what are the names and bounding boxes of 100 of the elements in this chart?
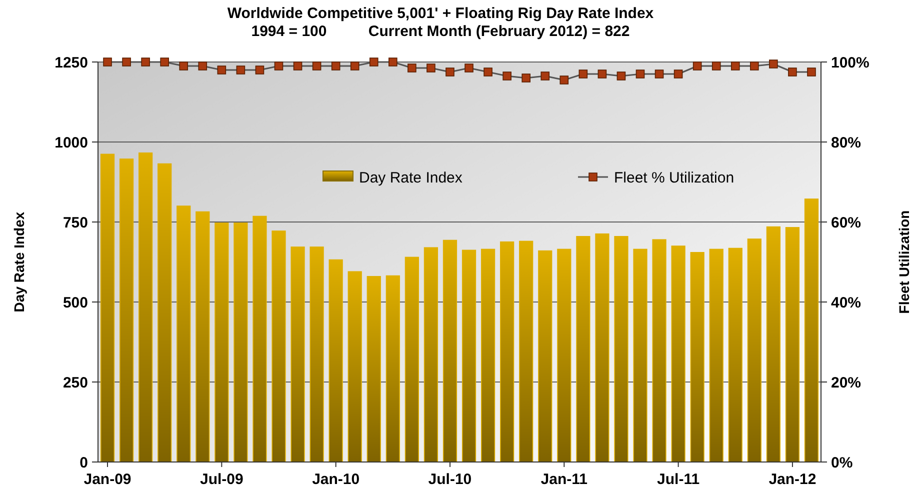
bar — [766, 226, 780, 462]
y2-tick-label: 40% — [831, 294, 862, 312]
point — [331, 62, 340, 70]
point — [388, 58, 398, 66]
point — [712, 62, 721, 70]
point — [426, 64, 436, 72]
point — [236, 66, 246, 74]
bar — [690, 252, 704, 462]
x-tick-label: Jan-09 — [84, 471, 132, 488]
y-tick-label: 500 — [62, 294, 88, 312]
point — [502, 72, 512, 80]
bar — [196, 211, 210, 462]
bar — [424, 247, 438, 462]
y2-tick-label: 20% — [831, 374, 862, 392]
point — [578, 70, 588, 78]
bar — [747, 238, 762, 462]
bar — [785, 227, 800, 462]
point — [217, 66, 226, 74]
bar — [576, 236, 590, 462]
bar — [290, 246, 305, 462]
bar — [328, 259, 343, 462]
point — [598, 70, 607, 78]
point — [274, 62, 284, 70]
bar — [158, 163, 172, 462]
point — [692, 62, 702, 70]
y2-tick-label: 0% — [831, 454, 853, 472]
point — [350, 62, 360, 70]
point — [730, 62, 740, 70]
y2-tick-label: 60% — [831, 214, 862, 232]
bar — [595, 233, 610, 462]
bar — [119, 158, 134, 462]
bar — [366, 276, 381, 462]
point — [464, 64, 474, 72]
x-tick-label: Jul-10 — [428, 471, 472, 488]
point — [484, 68, 492, 76]
point — [807, 68, 816, 76]
point — [179, 62, 188, 70]
x-tick-label: Jul-09 — [200, 471, 244, 488]
point — [560, 76, 569, 84]
bar — [310, 246, 324, 462]
legend-label: Fleet % Utilization — [614, 169, 734, 186]
bar — [709, 248, 724, 462]
bar — [480, 248, 496, 462]
point — [312, 62, 322, 70]
bar — [234, 222, 248, 462]
point — [446, 68, 454, 76]
y-tick-label: 250 — [62, 374, 88, 392]
point — [255, 66, 264, 74]
bar — [804, 198, 819, 462]
point — [198, 62, 208, 70]
bar — [671, 246, 686, 462]
y2-tick-label: 100% — [831, 54, 870, 72]
bar — [404, 256, 419, 462]
x-tick-label: Jan-12 — [768, 471, 816, 488]
point — [369, 58, 378, 66]
bar — [138, 152, 153, 462]
bar — [500, 241, 514, 462]
point — [293, 62, 302, 70]
bar — [386, 275, 400, 462]
x-tick-label: Jan-11 — [540, 471, 588, 488]
point — [616, 72, 626, 80]
bar — [614, 236, 628, 462]
point — [636, 70, 645, 78]
bar — [633, 248, 648, 462]
bar — [538, 250, 552, 462]
bar — [442, 240, 458, 462]
x-tick-label: Jan-10 — [312, 471, 360, 488]
point — [160, 58, 169, 66]
bar — [557, 248, 572, 462]
point — [788, 68, 797, 76]
point — [540, 72, 550, 80]
x-tick-label: Jul-11 — [657, 471, 700, 488]
bar — [519, 240, 534, 462]
y2-tick-label: 80% — [831, 134, 862, 152]
bar — [214, 222, 229, 462]
bar — [652, 239, 666, 462]
chart-title: Worldwide Competitive 5,001' + Floating Rig Day Rate Index — [227, 5, 654, 22]
point — [103, 58, 112, 66]
point — [769, 60, 778, 68]
y-axis-title: Day Rate Index — [11, 212, 27, 312]
bar — [462, 250, 476, 462]
bar — [348, 271, 362, 462]
y-tick-label: 750 — [62, 214, 88, 232]
bar — [728, 248, 742, 462]
point — [141, 58, 150, 66]
point — [522, 74, 530, 82]
chart-subtitle: 1994 = 100 Current Month (February 2012) = 822 — [251, 23, 630, 40]
bar — [100, 154, 115, 462]
y2-axis-title: Fleet Utilization — [896, 210, 912, 314]
point — [122, 58, 131, 66]
legend-label: Day Rate Index — [359, 169, 463, 186]
point — [674, 70, 683, 78]
point — [654, 70, 664, 78]
point — [408, 64, 416, 72]
point — [750, 62, 759, 70]
y-tick-label: 0 — [80, 454, 88, 472]
bar — [176, 206, 191, 462]
bar — [252, 216, 267, 462]
y-tick-label: 1000 — [54, 134, 88, 152]
y-tick-label: 1250 — [54, 54, 88, 72]
